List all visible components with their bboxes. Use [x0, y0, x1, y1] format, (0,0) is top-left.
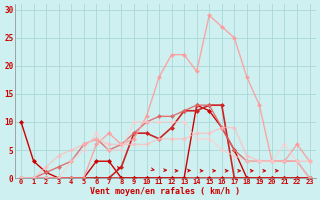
X-axis label: Vent moyen/en rafales ( km/h ): Vent moyen/en rafales ( km/h )	[90, 187, 240, 196]
